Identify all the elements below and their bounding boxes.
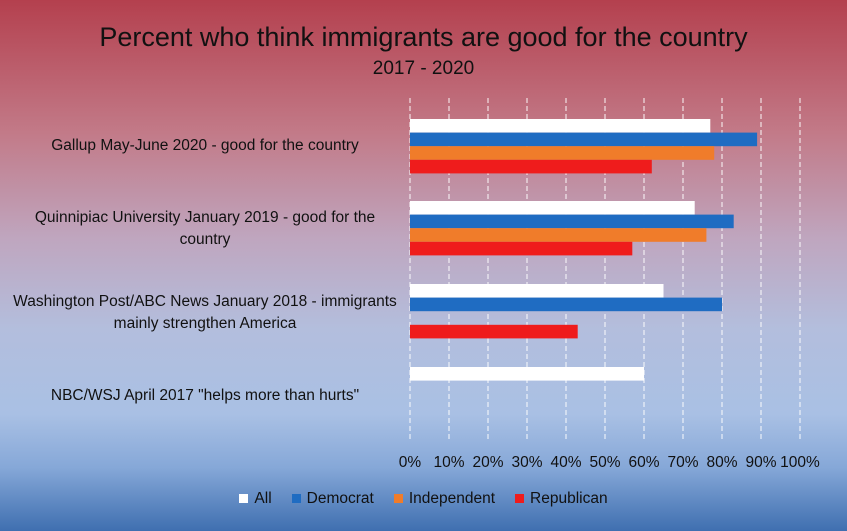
legend-swatch [291, 494, 301, 504]
category-label: Gallup May-June 2020 - good for the coun… [51, 137, 359, 154]
chart-title: Percent who think immigrants are good fo… [99, 22, 748, 52]
legend-item: Republican [515, 490, 608, 508]
legend-item: All [239, 490, 272, 508]
legend-item: Independent [393, 490, 496, 508]
x-tick-label: 0% [399, 454, 422, 471]
x-tick-label: 20% [472, 454, 503, 471]
bar-republican [410, 241, 633, 256]
legend-swatch [393, 494, 403, 504]
bar-democrat [410, 132, 758, 147]
x-tick-label: 40% [550, 454, 581, 471]
category-label: NBC/WSJ April 2017 "helps more than hurt… [50, 387, 360, 404]
bar-all [410, 284, 664, 298]
x-tick-label: 60% [628, 454, 659, 471]
x-tick-label: 50% [589, 454, 620, 471]
bar-all [410, 201, 695, 215]
bar-democrat [410, 214, 734, 229]
legend-label: Democrat [306, 490, 374, 507]
bar-democrat [410, 297, 722, 312]
legend-swatch [239, 494, 249, 504]
bar-all [410, 119, 711, 133]
bar-all [410, 367, 644, 381]
chart-subtitle: 2017 - 2020 [372, 58, 475, 79]
bar-republican [410, 324, 578, 339]
x-tick-label: 80% [706, 454, 737, 471]
x-tick-label: 30% [511, 454, 542, 471]
bar-independent [410, 146, 715, 160]
x-tick-label: 70% [667, 454, 698, 471]
legend: All Democrat Independent Republican [0, 490, 847, 508]
category-label: Quinnipiac University January 2019 - goo… [34, 209, 376, 248]
legend-label: Republican [530, 490, 608, 507]
x-tick-label: 90% [745, 454, 776, 471]
category-label: Washington Post/ABC News January 2018 - … [13, 293, 397, 332]
x-tick-label: 100% [780, 454, 820, 471]
bar-independent [410, 228, 707, 242]
legend-label: All [254, 490, 272, 507]
legend-item: Democrat [291, 490, 374, 508]
legend-swatch [515, 494, 525, 504]
legend-label: Independent [408, 490, 496, 507]
bar-republican [410, 159, 652, 174]
x-tick-label: 10% [433, 454, 464, 471]
